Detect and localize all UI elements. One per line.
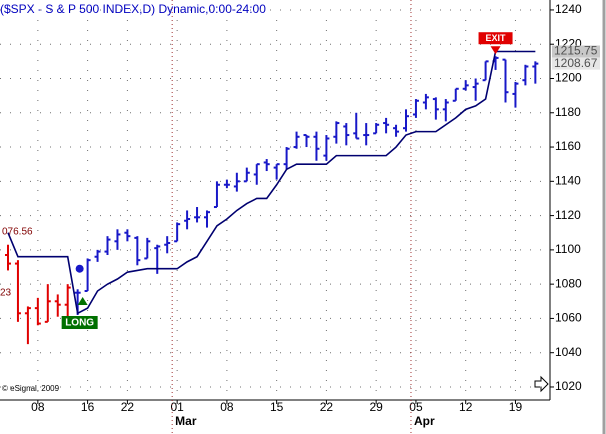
trailing-stop-line xyxy=(7,50,536,315)
exit-arrow xyxy=(490,46,501,55)
x-tick-label: 29 xyxy=(369,400,383,414)
long-arrow xyxy=(77,296,88,305)
price-label: 1215.75 xyxy=(554,44,598,58)
y-tick-label: 1060 xyxy=(555,311,582,325)
y-tick-label: 1240 xyxy=(555,2,582,16)
chart-title: ($SPX - S & P 500 INDEX,D) Dynamic,0:00-… xyxy=(0,2,266,16)
x-tick-label: 01 xyxy=(170,400,184,414)
annotation: 076.56 xyxy=(2,227,33,238)
y-tick-label: 1140 xyxy=(555,173,581,187)
entry-marker xyxy=(75,264,84,273)
signal-label: EXIT xyxy=(486,33,507,43)
month-label: Mar xyxy=(175,414,197,428)
x-tick-label: 05 xyxy=(409,400,423,414)
x-tick-label: 16 xyxy=(81,400,95,414)
price-label: 1208.67 xyxy=(554,56,598,70)
price-label-box xyxy=(552,45,600,58)
x-tick-label: 08 xyxy=(31,400,45,414)
x-tick-label: 15 xyxy=(270,400,284,414)
month-label: Apr xyxy=(414,414,435,428)
signal-box xyxy=(478,32,513,45)
y-tick-label: 1100 xyxy=(555,242,581,256)
y-tick-label: 1040 xyxy=(555,345,582,359)
signal-box xyxy=(61,315,98,329)
price-label-box xyxy=(552,57,600,70)
y-tick-label: 1120 xyxy=(555,208,581,222)
annotation: 23 xyxy=(0,288,12,299)
copyright: © eSignal, 2009 xyxy=(2,384,60,393)
x-tick-label: 22 xyxy=(121,400,135,414)
y-tick-label: 1160 xyxy=(555,139,581,153)
scroll-icon[interactable] xyxy=(534,375,549,393)
x-tick-label: 22 xyxy=(320,400,334,414)
x-tick-label: 12 xyxy=(459,400,473,414)
x-tick-label: 08 xyxy=(220,400,234,414)
y-tick-label: 1180 xyxy=(555,105,581,119)
y-tick-label: 1020 xyxy=(555,379,582,393)
signal-label: LONG xyxy=(65,318,94,329)
x-tick-label: 19 xyxy=(509,400,523,414)
y-tick-label: 1080 xyxy=(555,276,582,290)
y-tick-label: 1200 xyxy=(555,71,582,85)
